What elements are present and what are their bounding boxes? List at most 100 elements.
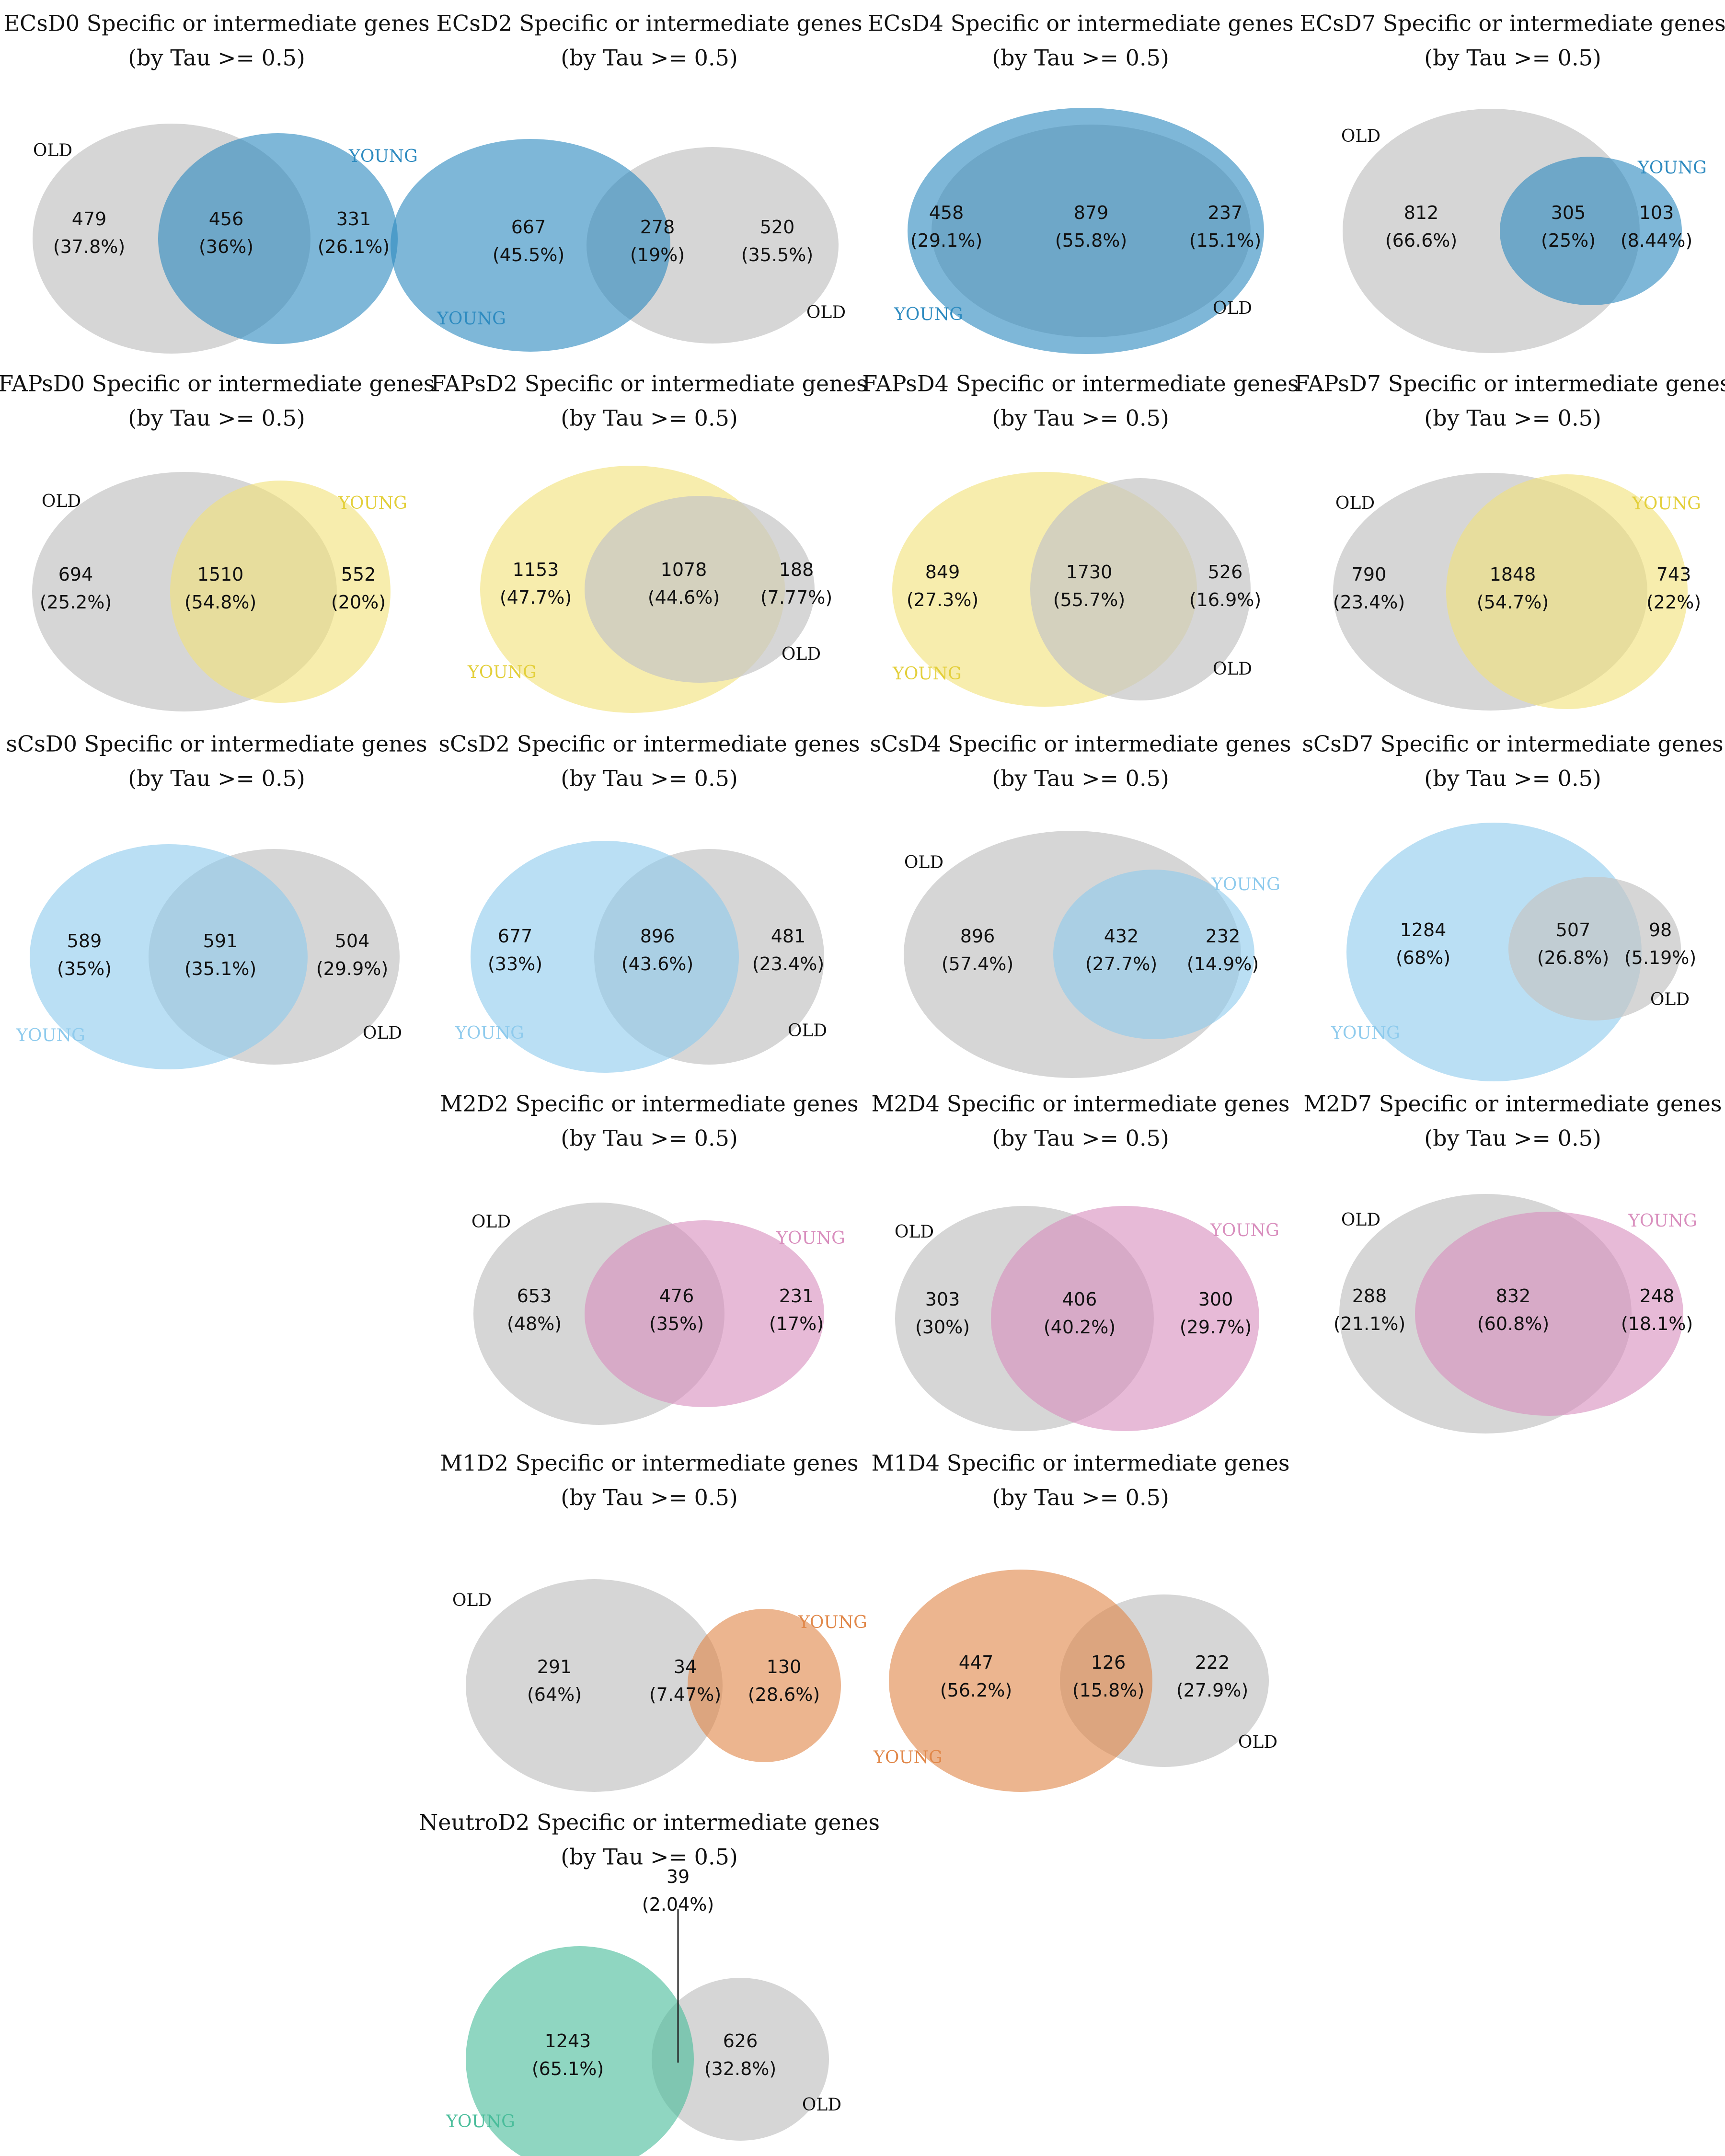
set-label-young: YOUNG	[1632, 494, 1701, 514]
region-percent-left: (66.6%)	[1385, 230, 1457, 251]
set-ellipse-old	[652, 1978, 829, 2141]
region-count-left: 653	[517, 1285, 552, 1307]
region-count-right: 526	[1208, 562, 1243, 583]
set-ellipse-old	[466, 1579, 723, 1792]
region-count-left: 458	[929, 202, 964, 223]
venn-sCsD7: sCsD7 Specific or intermediate genes (by …	[1302, 731, 1724, 1081]
venn-title: (by Tau >= 0.5)	[1424, 405, 1601, 431]
set-label-young: YOUNG	[798, 1613, 867, 1632]
venn-M1D4: M1D4 Specific or intermediate genes (by T…	[871, 1450, 1290, 1792]
venn-sCsD0: sCsD0 Specific or intermediate genes (by …	[6, 731, 427, 1069]
region-count-right: 552	[341, 564, 376, 585]
region-percent-mid: (25%)	[1541, 230, 1596, 251]
region-count-mid: 432	[1104, 926, 1139, 947]
set-label-old: OLD	[363, 1023, 402, 1043]
venn-title: ECsD0 Specific or intermediate genes	[3, 10, 429, 36]
region-percent-mid: (55.7%)	[1053, 589, 1125, 610]
region-percent-right: (20%)	[331, 592, 386, 613]
region-percent-right: (17%)	[769, 1313, 824, 1334]
set-ellipse-young	[1053, 870, 1254, 1039]
region-percent-mid: (54.8%)	[184, 592, 256, 613]
region-percent-left: (23.4%)	[1333, 592, 1405, 613]
set-label-old: OLD	[33, 141, 72, 161]
region-percent-left: (37.8%)	[53, 236, 125, 257]
venn-title: (by Tau >= 0.5)	[1424, 765, 1601, 791]
region-count-mid: 456	[209, 208, 244, 229]
venn-title: M2D7 Specific or intermediate genes	[1303, 1090, 1722, 1116]
set-ellipse-young	[585, 1220, 824, 1407]
region-count-left: 1243	[545, 2030, 591, 2052]
region-percent-left: (27.3%)	[907, 589, 978, 610]
venn-title: (by Tau >= 0.5)	[992, 765, 1169, 791]
region-percent-right: (27.9%)	[1176, 1680, 1248, 1701]
region-percent-left: (35%)	[57, 958, 112, 979]
region-count-right: 300	[1198, 1289, 1233, 1310]
region-count-left: 694	[58, 564, 93, 585]
region-count-left: 1284	[1400, 919, 1447, 940]
region-count-right: 130	[767, 1656, 802, 1677]
venn-FAPsD2: FAPsD2 Specific or intermediate genes (by…	[431, 370, 868, 713]
set-label-young: YOUNG	[437, 309, 506, 329]
region-percent-left: (56.2%)	[940, 1680, 1012, 1701]
venn-M2D7: M2D7 Specific or intermediate genes (by T…	[1303, 1090, 1722, 1434]
venn-title: (by Tau >= 0.5)	[1424, 1125, 1601, 1151]
venn-FAPsD7: FAPsD7 Specific or intermediate genes (by…	[1294, 370, 1725, 711]
region-count-right: 248	[1640, 1285, 1675, 1307]
region-percent-left: (57.4%)	[942, 953, 1013, 975]
venn-sCsD2: sCsD2 Specific or intermediate genes (by …	[438, 731, 860, 1073]
region-percent-left: (29.1%)	[910, 230, 982, 251]
region-percent-mid: (54.7%)	[1477, 592, 1549, 613]
set-ellipse-young	[1415, 1212, 1683, 1416]
venn-title: FAPsD2 Specific or intermediate genes	[431, 370, 867, 396]
region-count-mid: 126	[1091, 1652, 1126, 1673]
region-count-left: 479	[72, 208, 107, 229]
region-count-left: 667	[511, 217, 546, 238]
venn-title: M2D2 Specific or intermediate genes	[440, 1090, 858, 1116]
set-label-old: OLD	[1341, 1210, 1380, 1230]
venn-FAPsD0: FAPsD0 Specific or intermediate genes (by…	[0, 370, 435, 711]
venn-M2D4: M2D4 Specific or intermediate genes (by T…	[871, 1090, 1290, 1431]
region-count-left: 303	[925, 1289, 960, 1310]
venn-FAPsD4: FAPsD4 Specific or intermediate genes (by…	[862, 370, 1299, 707]
region-count-right: 98	[1649, 919, 1672, 940]
region-percent-right: (16.9%)	[1189, 589, 1261, 610]
region-percent-right: (5.19%)	[1624, 947, 1696, 968]
set-ellipse-young	[688, 1609, 841, 1762]
venn-title: (by Tau >= 0.5)	[992, 1125, 1169, 1151]
region-count-right: 237	[1208, 202, 1243, 223]
set-label-young: YOUNG	[338, 493, 407, 513]
region-count-left: 790	[1352, 564, 1387, 585]
set-ellipse-young	[170, 481, 391, 703]
region-percent-mid: (35.1%)	[184, 958, 256, 979]
region-percent-mid: (2.04%)	[642, 1894, 714, 1915]
set-label-old: OLD	[1341, 126, 1380, 146]
region-percent-left: (65.1%)	[532, 2058, 604, 2079]
set-ellipse-young	[471, 841, 739, 1073]
venn-NeutroD2: NeutroD2 Specific or intermediate genes (…	[419, 1809, 880, 2156]
set-label-young: YOUNG	[1628, 1211, 1697, 1231]
venn-title: (by Tau >= 0.5)	[561, 45, 738, 70]
set-ellipse-young	[1446, 474, 1688, 709]
region-count-right: 743	[1656, 564, 1691, 585]
venn-title: (by Tau >= 0.5)	[561, 1125, 738, 1151]
region-count-right: 520	[760, 217, 795, 238]
region-count-mid: 1848	[1490, 564, 1536, 585]
region-percent-mid: (26.8%)	[1537, 947, 1609, 968]
region-percent-right: (14.9%)	[1187, 953, 1259, 975]
set-label-old: OLD	[782, 644, 821, 664]
set-label-old: OLD	[452, 1591, 492, 1610]
region-count-mid: 34	[674, 1656, 697, 1677]
region-count-left: 812	[1404, 202, 1439, 223]
region-count-right: 231	[779, 1285, 814, 1307]
venn-title: FAPsD0 Specific or intermediate genes	[0, 370, 435, 396]
set-ellipse-old	[1030, 478, 1251, 700]
region-percent-right: (18.1%)	[1621, 1313, 1693, 1334]
region-count-mid: 1730	[1066, 562, 1113, 583]
venn-ECsD4: ECsD4 Specific or intermediate genes (by …	[867, 10, 1294, 354]
venn-title: ECsD4 Specific or intermediate genes	[867, 10, 1293, 36]
region-count-left: 1153	[513, 559, 559, 580]
region-percent-right: (29.7%)	[1180, 1317, 1252, 1338]
region-count-mid: 832	[1496, 1285, 1531, 1307]
venn-title: ECsD2 Specific or intermediate genes	[436, 10, 862, 36]
region-percent-right: (35.5%)	[741, 244, 813, 265]
